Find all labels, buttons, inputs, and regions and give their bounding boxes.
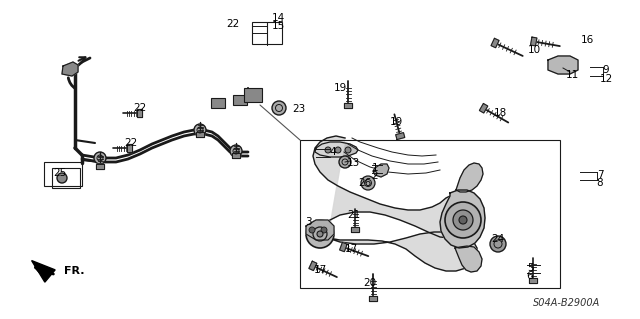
Text: 22: 22 <box>124 138 138 148</box>
Polygon shape <box>127 144 132 152</box>
Text: 19: 19 <box>333 83 347 93</box>
Text: 26: 26 <box>358 178 372 188</box>
Polygon shape <box>479 104 488 113</box>
Circle shape <box>361 176 375 190</box>
Circle shape <box>459 216 467 224</box>
Text: 22: 22 <box>227 19 239 29</box>
Circle shape <box>335 147 341 153</box>
Text: 18: 18 <box>493 108 507 118</box>
Polygon shape <box>373 164 389 177</box>
Circle shape <box>339 156 351 168</box>
Polygon shape <box>529 278 537 283</box>
Text: 15: 15 <box>271 21 285 31</box>
Polygon shape <box>440 190 485 248</box>
Bar <box>244 88 262 102</box>
Text: 12: 12 <box>600 74 612 84</box>
Polygon shape <box>313 136 477 271</box>
Polygon shape <box>137 109 142 117</box>
Polygon shape <box>306 220 334 240</box>
Text: 17: 17 <box>314 265 326 275</box>
Text: 3: 3 <box>305 217 311 227</box>
Circle shape <box>345 147 351 153</box>
Text: 20: 20 <box>364 278 376 288</box>
Polygon shape <box>396 133 404 139</box>
Polygon shape <box>491 38 499 48</box>
Circle shape <box>94 152 106 164</box>
Bar <box>211 98 225 108</box>
Polygon shape <box>548 56 578 74</box>
Polygon shape <box>456 163 483 192</box>
Text: 24: 24 <box>492 234 504 244</box>
Polygon shape <box>455 246 482 272</box>
Bar <box>300 140 560 288</box>
Polygon shape <box>309 261 317 271</box>
Bar <box>233 95 247 105</box>
Polygon shape <box>340 242 347 252</box>
Text: 5: 5 <box>527 263 533 273</box>
Circle shape <box>306 220 334 248</box>
Polygon shape <box>344 103 352 108</box>
Circle shape <box>490 236 506 252</box>
Polygon shape <box>96 164 104 169</box>
Polygon shape <box>232 153 240 158</box>
Text: 13: 13 <box>346 158 360 168</box>
Circle shape <box>453 210 473 230</box>
Polygon shape <box>531 37 537 46</box>
Text: 7: 7 <box>596 170 604 180</box>
Text: S04A-B2900A: S04A-B2900A <box>532 298 600 308</box>
Text: 23: 23 <box>292 104 306 114</box>
Polygon shape <box>62 62 78 76</box>
Text: 25: 25 <box>53 168 67 178</box>
Text: 19: 19 <box>389 117 403 127</box>
Text: 4: 4 <box>330 147 336 157</box>
Circle shape <box>57 173 67 183</box>
Circle shape <box>272 101 286 115</box>
Text: 2: 2 <box>372 171 378 181</box>
Circle shape <box>325 147 331 153</box>
Bar <box>44 162 82 186</box>
Circle shape <box>321 227 327 233</box>
Text: 11: 11 <box>565 70 579 80</box>
Circle shape <box>194 124 206 136</box>
Text: 21: 21 <box>348 210 360 220</box>
Text: 22: 22 <box>133 103 147 113</box>
Text: 17: 17 <box>344 244 358 254</box>
Text: 16: 16 <box>580 35 594 45</box>
Polygon shape <box>315 142 358 157</box>
Circle shape <box>230 145 242 157</box>
Text: 8: 8 <box>596 178 604 188</box>
Text: FR.: FR. <box>64 266 84 276</box>
Circle shape <box>309 227 315 233</box>
Polygon shape <box>31 261 55 282</box>
Circle shape <box>317 231 323 237</box>
Polygon shape <box>196 132 204 137</box>
Polygon shape <box>351 227 359 232</box>
Text: 6: 6 <box>527 271 533 281</box>
Text: 14: 14 <box>271 13 285 23</box>
Circle shape <box>445 202 481 238</box>
Polygon shape <box>369 296 377 301</box>
Bar <box>252 22 282 44</box>
Text: 10: 10 <box>527 45 541 55</box>
Text: 1: 1 <box>372 163 378 173</box>
Text: 9: 9 <box>603 65 609 75</box>
Bar <box>52 168 80 188</box>
